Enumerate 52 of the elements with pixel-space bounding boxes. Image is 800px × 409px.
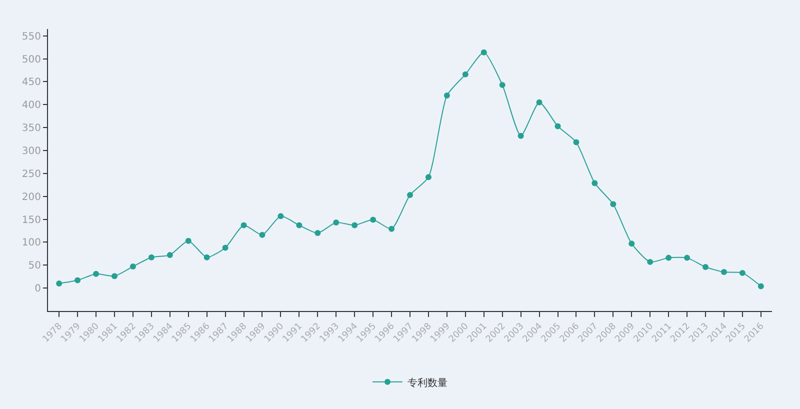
point [296, 222, 302, 228]
point [388, 226, 395, 232]
y-tick-label: 550 [22, 31, 41, 42]
point [93, 270, 100, 277]
point [240, 222, 247, 228]
point [610, 201, 616, 208]
point [130, 264, 136, 270]
point [628, 240, 635, 247]
point [74, 277, 81, 284]
y-tick-label: 450 [22, 77, 41, 88]
point [111, 273, 118, 280]
point [720, 269, 727, 276]
point [222, 244, 228, 251]
point [204, 254, 210, 260]
point [739, 270, 746, 276]
point [185, 238, 192, 244]
y-tick-label: 300 [22, 146, 41, 158]
point [462, 71, 468, 78]
point [407, 192, 413, 198]
point [56, 280, 62, 286]
point [666, 254, 672, 261]
point [499, 82, 506, 88]
point [702, 264, 709, 270]
point [573, 139, 580, 146]
y-tick-label: 400 [22, 100, 41, 112]
legend-label: 专利数量 [408, 376, 448, 389]
point [314, 230, 321, 236]
point [278, 213, 284, 220]
point [758, 283, 764, 290]
point [536, 99, 542, 106]
point [166, 252, 173, 258]
point [647, 258, 654, 265]
point [684, 254, 690, 261]
point [592, 180, 598, 186]
y-tick-label: 350 [22, 123, 41, 134]
point [259, 232, 266, 238]
point [370, 216, 376, 223]
point [352, 222, 358, 228]
y-tick-label: 150 [22, 214, 41, 226]
y-tick-label: 200 [22, 192, 41, 203]
y-tick-label: 100 [22, 238, 41, 249]
y-tick-label: 0 [34, 284, 41, 295]
point [148, 254, 154, 260]
point [333, 220, 340, 226]
y-tick-label: 250 [22, 168, 41, 180]
point [518, 132, 524, 139]
point [554, 123, 561, 130]
y-tick-label: 50 [28, 260, 41, 272]
y-tick-label: 500 [22, 54, 41, 66]
point [480, 49, 487, 56]
point [444, 92, 450, 98]
point [425, 174, 432, 180]
